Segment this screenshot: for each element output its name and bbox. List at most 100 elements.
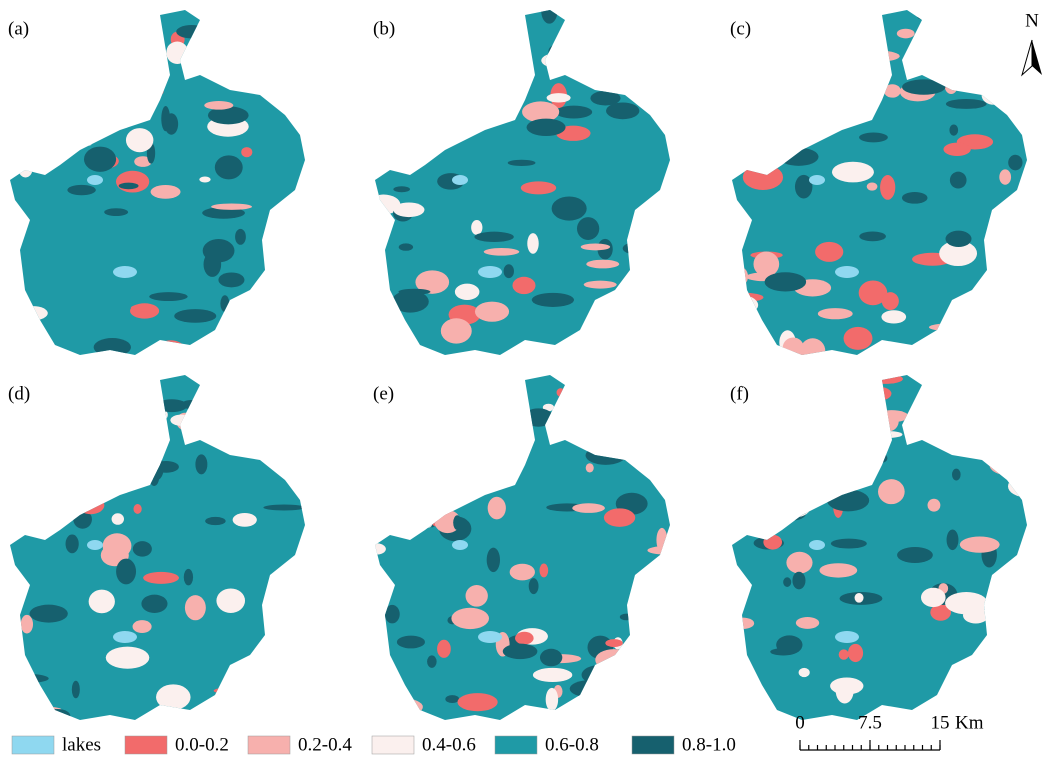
patch <box>881 310 907 324</box>
patch <box>188 58 221 68</box>
patch <box>419 120 454 138</box>
patch <box>156 399 188 413</box>
patch <box>71 680 80 699</box>
patch <box>10 329 47 339</box>
patch <box>732 698 751 720</box>
patch <box>844 400 854 425</box>
patch <box>118 182 139 190</box>
patch <box>265 231 290 257</box>
legend-swatch <box>124 735 168 755</box>
patch <box>474 301 510 322</box>
patch <box>427 655 437 668</box>
patch <box>143 406 168 424</box>
patch <box>116 376 155 390</box>
patch <box>507 159 536 167</box>
patch <box>440 405 481 419</box>
legend-swatch <box>247 735 291 755</box>
patch <box>602 325 619 338</box>
patch <box>40 10 79 24</box>
patch <box>563 707 583 720</box>
patch <box>732 275 741 291</box>
patch <box>241 147 253 158</box>
patch <box>588 410 606 429</box>
patch <box>819 563 858 578</box>
lake <box>478 266 502 278</box>
patch <box>280 66 304 84</box>
patch <box>212 20 234 36</box>
patch <box>778 39 818 51</box>
patch <box>546 93 571 103</box>
patch <box>486 547 501 573</box>
lake <box>87 175 103 185</box>
patch <box>840 10 870 26</box>
patch <box>817 308 853 320</box>
patch <box>732 265 749 288</box>
patch <box>763 534 783 550</box>
patch <box>532 667 573 683</box>
patch <box>1000 418 1027 441</box>
map-panel: (d) <box>8 375 305 720</box>
patch <box>18 336 47 355</box>
patch <box>732 148 749 160</box>
patch <box>638 32 654 55</box>
north-arrow: N <box>1021 10 1042 77</box>
patch <box>44 709 71 720</box>
patch <box>732 58 755 80</box>
lake <box>809 540 825 550</box>
patch <box>541 10 558 24</box>
patch <box>778 147 819 166</box>
legend-swatch <box>371 735 415 755</box>
patch <box>18 306 48 321</box>
patch <box>587 695 610 707</box>
patch <box>595 649 632 671</box>
patch <box>654 42 670 57</box>
patch <box>153 461 179 473</box>
patch <box>214 155 243 180</box>
patch <box>132 620 152 634</box>
patch <box>815 241 844 262</box>
patch <box>174 309 217 323</box>
patch <box>45 458 88 484</box>
patch <box>202 239 235 263</box>
patch <box>409 59 428 76</box>
patch <box>474 231 514 243</box>
patch <box>454 283 480 301</box>
patch <box>843 326 873 350</box>
patch <box>10 582 21 605</box>
patch <box>245 431 257 453</box>
patch <box>132 541 152 557</box>
patch <box>875 431 903 438</box>
patch <box>881 292 899 310</box>
patch <box>57 390 73 400</box>
legend-label: 0.4-0.6 <box>422 734 476 755</box>
patch <box>910 54 920 65</box>
patch <box>805 483 833 491</box>
panel-label: (c) <box>730 18 751 39</box>
patch <box>23 458 67 478</box>
patch <box>776 635 803 655</box>
patch <box>150 185 181 199</box>
patch <box>877 453 888 463</box>
patch <box>909 422 948 440</box>
patch <box>428 104 470 130</box>
lake <box>452 175 468 185</box>
patch <box>411 67 438 82</box>
patch <box>945 98 987 109</box>
patch <box>235 228 246 245</box>
patch <box>166 41 189 64</box>
patch <box>647 421 667 435</box>
patch <box>1006 264 1019 278</box>
patch <box>541 52 582 69</box>
lake <box>113 631 137 643</box>
patch <box>808 478 850 496</box>
patch <box>930 604 952 621</box>
patch <box>1001 667 1027 685</box>
patch <box>483 247 520 256</box>
patch <box>555 105 593 119</box>
patch <box>104 208 129 216</box>
patch <box>254 402 284 429</box>
patch <box>102 533 132 559</box>
map-panel: (a) <box>8 10 305 355</box>
patch <box>827 489 870 512</box>
patch <box>798 667 810 678</box>
